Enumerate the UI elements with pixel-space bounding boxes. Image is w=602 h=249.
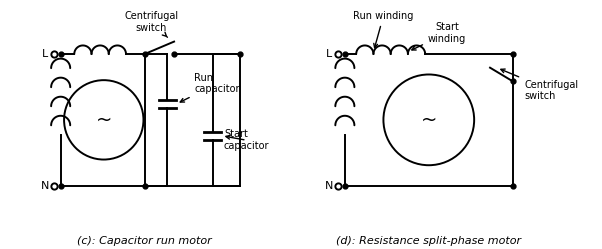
Text: Start
capacitor: Start capacitor xyxy=(224,129,270,151)
Text: Run winding: Run winding xyxy=(353,11,414,48)
Text: Run
capacitor: Run capacitor xyxy=(180,73,240,102)
Text: Centrifugal
switch: Centrifugal switch xyxy=(501,69,578,101)
Text: Centrifugal
switch: Centrifugal switch xyxy=(125,11,178,37)
Text: Start
winding: Start winding xyxy=(412,22,466,50)
Text: L: L xyxy=(42,49,48,59)
Text: (d): Resistance split-phase motor: (d): Resistance split-phase motor xyxy=(337,236,521,246)
Text: (c): Capacitor run motor: (c): Capacitor run motor xyxy=(77,236,212,246)
Text: ~: ~ xyxy=(96,110,112,129)
Text: N: N xyxy=(40,181,49,191)
Text: ~: ~ xyxy=(421,110,437,129)
Text: N: N xyxy=(325,181,333,191)
Text: L: L xyxy=(326,49,332,59)
